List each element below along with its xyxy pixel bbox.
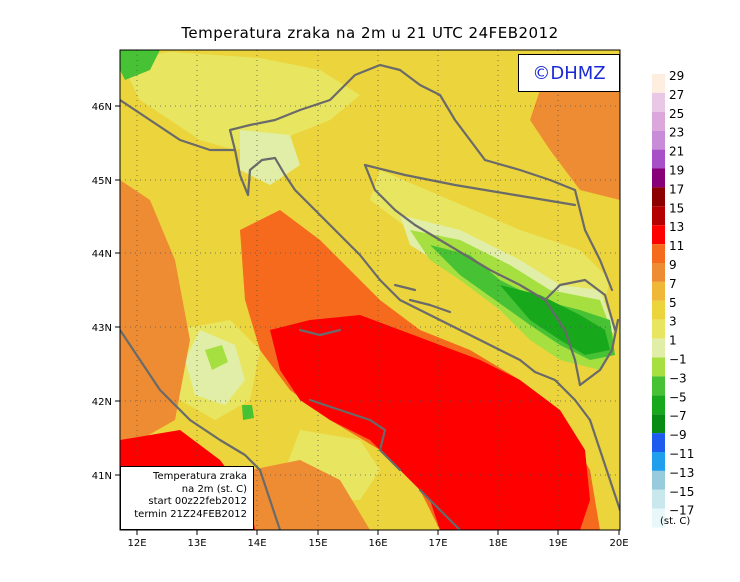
lon-label-12: 12E (127, 538, 146, 549)
legend-label: 17 (669, 182, 684, 196)
legend-label: 5 (669, 296, 677, 310)
legend-label: 19 (669, 164, 684, 178)
legend-label: −17 (669, 504, 694, 518)
info-box: Temperatura zraka na 2m (st. C) start 00… (120, 466, 254, 530)
lat-label-46: 46N (92, 102, 112, 113)
legend-swatch (652, 319, 665, 339)
logo-text: ©DHMZ (532, 62, 606, 84)
lat-label-45: 45N (92, 176, 112, 187)
map-field (120, 50, 620, 530)
legend-label: 11 (669, 239, 684, 253)
legend-swatch (652, 281, 665, 301)
lat-label-42: 42N (92, 397, 112, 408)
legend-label: 29 (669, 69, 684, 83)
legend-label: 23 (669, 126, 684, 140)
field-orange-sw (240, 460, 370, 530)
legend-label: 15 (669, 201, 684, 215)
lat-label-44: 44N (92, 249, 112, 260)
legend-label: −11 (669, 447, 694, 461)
legend-label: −5 (669, 390, 687, 404)
field-orange-ne (530, 70, 620, 200)
border-lines (120, 63, 620, 530)
map-title: Temperatura zraka na 2m u 21 UTC 24FEB20… (181, 24, 559, 42)
legend-label: 25 (669, 107, 684, 121)
legend-swatch (652, 187, 665, 207)
lon-label-19: 19E (548, 538, 567, 549)
legend-swatch (652, 74, 665, 93)
legend-label: 9 (669, 258, 677, 272)
field-green-topleft (120, 50, 160, 80)
field-light-yellow (120, 52, 360, 150)
legend-swatch (652, 433, 665, 452)
legend-swatch (652, 130, 665, 150)
lon-label-18: 18E (488, 538, 507, 549)
legend-swatch (652, 395, 665, 415)
legend-label: 21 (669, 145, 684, 159)
legend-label: −3 (669, 371, 687, 385)
info-line-start: start 00z22feb2012 (148, 496, 247, 507)
legend-label: −9 (669, 428, 687, 442)
dhmz-logo: ©DHMZ (518, 54, 620, 92)
field-green-small (205, 345, 228, 370)
field-red-sea (270, 315, 590, 530)
legend-label: 27 (669, 88, 684, 102)
map-border (119, 49, 621, 531)
legend-swatch (652, 206, 665, 226)
legend-swatch (652, 92, 665, 112)
legend-label: 13 (669, 220, 684, 234)
legend-label: −13 (669, 466, 694, 480)
field-green-deep (500, 285, 610, 355)
legend-swatch (652, 489, 665, 509)
grid-lines (120, 50, 620, 530)
legend-label: 3 (669, 315, 677, 329)
lat-label-41: 41N (92, 471, 112, 482)
lat-label-43: 43N (92, 323, 112, 334)
lon-label-20: 20E (609, 538, 628, 549)
legend-swatch (652, 357, 665, 377)
legend-unit: (st. C) (660, 516, 691, 527)
field-pale-green-3 (240, 130, 300, 185)
lon-label-15: 15E (308, 538, 327, 549)
legend-swatch (652, 452, 665, 471)
info-line-term: termin 21Z24FEB2012 (134, 508, 247, 520)
legend-swatch (652, 338, 665, 358)
lon-label-13: 13E (187, 538, 206, 549)
legend-swatch (652, 508, 665, 528)
legend-swatch (652, 414, 665, 434)
legend-label: 7 (669, 277, 677, 291)
legend-swatch (652, 470, 665, 490)
field-orange-w (120, 180, 190, 440)
legend-label: −15 (669, 485, 694, 499)
field-green-small-2 (242, 405, 254, 420)
color-legend: 29 27 25 23 21 19 17 15 13 11 9 7 5 3 1 −1 −3 −5 −7 −9 −11 −1… (652, 69, 694, 528)
legend-label: −1 (669, 353, 687, 367)
longitude-axis: 12E 13E 14E 15E 16E 17E 18E 19E 20E (127, 530, 629, 549)
legend-swatch (652, 300, 665, 320)
legend-swatch (652, 168, 665, 188)
info-line-variable: Temperatura zraka (153, 471, 247, 482)
legend-swatch (652, 225, 665, 245)
lon-label-16: 16E (368, 538, 387, 549)
legend-swatch (652, 263, 665, 282)
info-line-units: na 2m (st. C) (181, 483, 247, 495)
lon-label-17: 17E (428, 538, 447, 549)
legend-label: −7 (669, 409, 687, 423)
lon-label-14: 14E (247, 538, 266, 549)
legend-swatch (652, 111, 665, 131)
legend-swatch (652, 149, 665, 169)
legend-swatch (652, 244, 665, 263)
legend-label: 1 (669, 334, 677, 348)
latitude-axis: 46N 45N 44N 43N 42N 41N (92, 102, 120, 482)
legend-swatch (652, 376, 665, 396)
